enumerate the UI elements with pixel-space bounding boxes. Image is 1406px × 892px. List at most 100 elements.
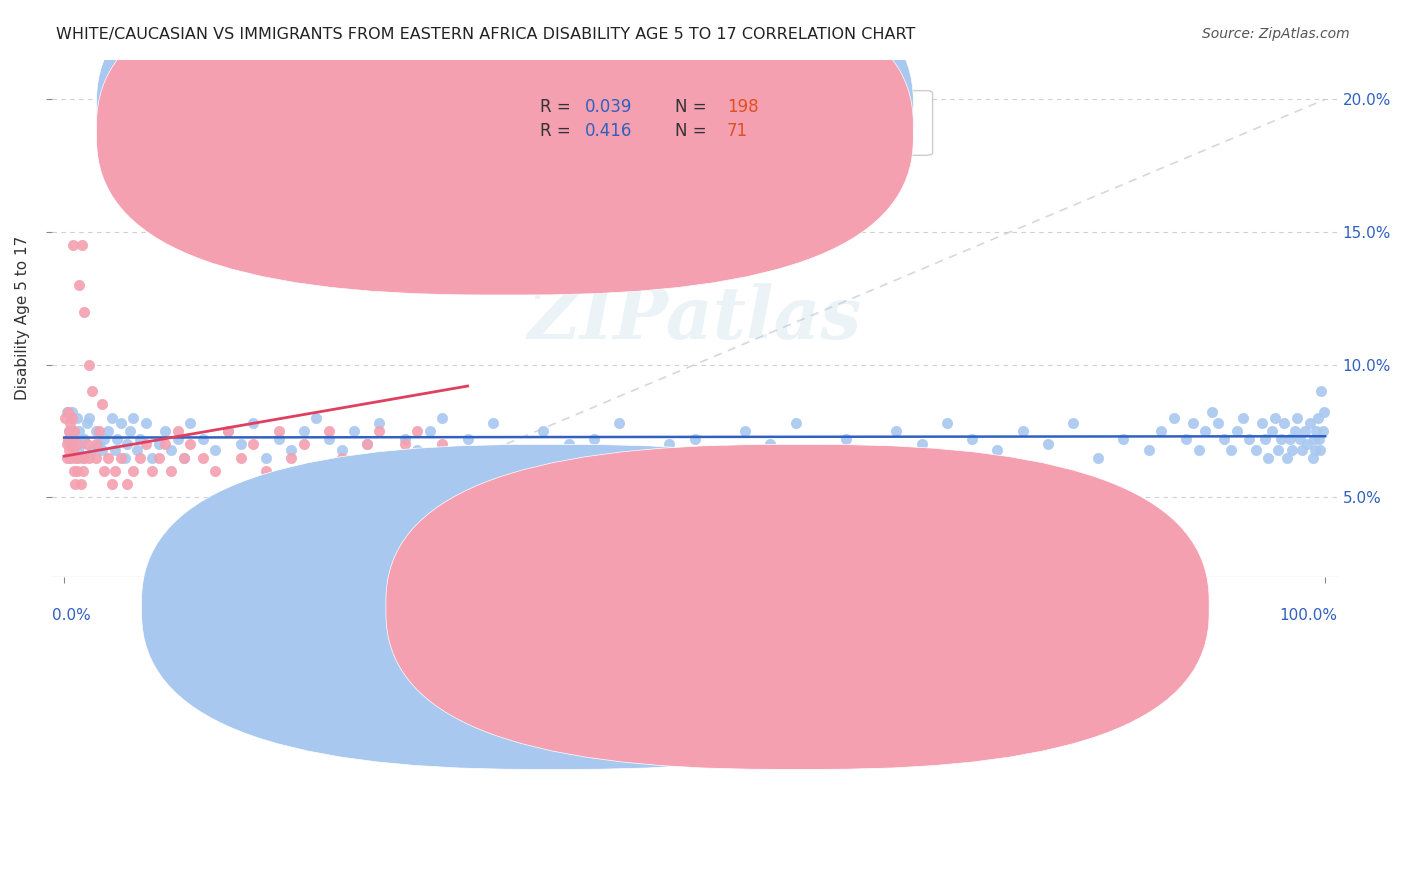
Text: R =: R = (540, 98, 576, 116)
Point (118, 424, 141, 438)
Point (280, 450, 302, 465)
Point (84, 450, 107, 465)
Point (658, 437, 681, 451)
Point (58, 424, 80, 438)
Point (127, 442, 149, 457)
Text: N =: N = (675, 98, 713, 116)
Point (179, 416, 201, 430)
Point (1312, 424, 1334, 438)
Point (91, 397, 114, 411)
Point (58, 442, 80, 457)
Point (204, 442, 226, 457)
Point (1257, 450, 1279, 465)
Point (1289, 432, 1312, 446)
Point (242, 437, 264, 451)
Point (89, 437, 111, 451)
Point (1175, 432, 1198, 446)
Point (1251, 416, 1274, 430)
Point (70, 238, 93, 252)
Point (1219, 442, 1241, 457)
Point (1291, 442, 1313, 457)
Point (356, 437, 378, 451)
Point (1150, 424, 1173, 438)
Point (128, 450, 150, 465)
Point (55, 410, 77, 425)
Point (93, 464, 115, 478)
Point (1294, 424, 1316, 438)
Point (141, 464, 163, 478)
Point (709, 442, 731, 457)
Point (1206, 416, 1229, 430)
Point (141, 450, 163, 465)
Point (1112, 432, 1135, 446)
Point (457, 432, 479, 446)
Point (1302, 450, 1324, 465)
Point (65, 450, 87, 465)
Point (368, 424, 391, 438)
Point (432, 410, 454, 425)
Point (432, 437, 454, 451)
Point (1201, 405, 1223, 419)
Text: 0.416: 0.416 (585, 122, 633, 140)
Point (292, 424, 315, 438)
Point (860, 442, 883, 457)
Point (1261, 424, 1284, 438)
Text: 71: 71 (727, 122, 748, 140)
Point (59, 416, 82, 430)
Point (1286, 410, 1309, 425)
Point (305, 464, 328, 478)
Point (986, 442, 1008, 457)
Point (69, 477, 91, 491)
Point (63, 424, 86, 438)
Point (114, 450, 136, 465)
Point (1305, 424, 1327, 438)
Point (72, 464, 94, 478)
Point (105, 432, 128, 446)
Point (381, 450, 404, 465)
Point (80, 442, 103, 457)
Point (1163, 410, 1185, 425)
Point (557, 437, 579, 451)
Point (318, 432, 340, 446)
Point (935, 416, 957, 430)
Point (55, 437, 77, 451)
Point (160, 464, 183, 478)
Point (1267, 442, 1289, 457)
Point (63, 424, 86, 438)
Point (330, 442, 353, 457)
Point (76, 437, 98, 451)
Point (67, 278, 90, 293)
Point (148, 450, 170, 465)
Point (204, 464, 226, 478)
Point (62, 442, 84, 457)
Point (1306, 410, 1329, 425)
Point (381, 450, 404, 465)
FancyBboxPatch shape (97, 0, 914, 272)
Point (173, 450, 195, 465)
Point (135, 416, 157, 430)
Point (191, 432, 214, 446)
Point (79, 358, 101, 372)
Point (89, 424, 111, 438)
FancyBboxPatch shape (457, 91, 932, 155)
Point (101, 410, 124, 425)
Point (135, 437, 157, 451)
Point (419, 450, 441, 465)
Point (1264, 410, 1286, 425)
Point (356, 437, 378, 451)
Point (79, 450, 101, 465)
Point (79, 410, 101, 425)
Point (153, 437, 176, 451)
Point (419, 424, 441, 438)
Point (582, 432, 605, 446)
Point (97, 424, 120, 438)
Point (69, 437, 91, 451)
Text: ZIPatlas: ZIPatlas (527, 283, 862, 354)
Point (148, 437, 170, 451)
Point (166, 432, 188, 446)
Point (166, 424, 188, 438)
Point (56, 434, 79, 449)
Point (73, 432, 96, 446)
Point (128, 432, 150, 446)
Text: N =: N = (675, 122, 713, 140)
